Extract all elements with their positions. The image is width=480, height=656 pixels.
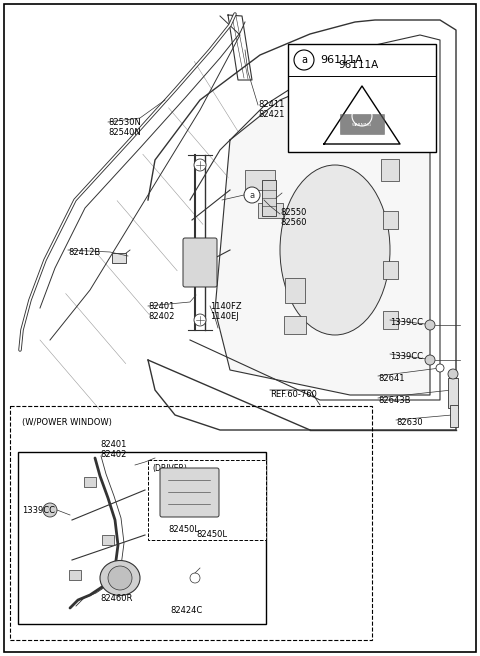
Text: 82630: 82630	[396, 418, 422, 427]
Bar	[285, 277, 305, 302]
Bar	[448, 378, 458, 408]
Circle shape	[436, 364, 444, 372]
Circle shape	[244, 187, 260, 203]
Bar	[340, 114, 384, 134]
Bar	[262, 180, 276, 216]
Circle shape	[425, 320, 435, 330]
Text: 1339CC: 1339CC	[22, 506, 55, 515]
Text: 82530N
82540N: 82530N 82540N	[108, 118, 141, 137]
Text: a: a	[301, 55, 307, 65]
Bar	[102, 535, 114, 545]
Text: (DRIVER): (DRIVER)	[152, 464, 187, 472]
FancyBboxPatch shape	[160, 468, 219, 517]
Text: 82411
82421: 82411 82421	[258, 100, 284, 119]
Bar	[18, 452, 266, 624]
Bar	[383, 211, 397, 229]
FancyBboxPatch shape	[183, 238, 217, 287]
Text: 82643B: 82643B	[378, 396, 410, 405]
Text: 96111A: 96111A	[338, 60, 378, 70]
Text: 82401
82402: 82401 82402	[148, 302, 174, 321]
Circle shape	[194, 314, 206, 326]
Text: 96111A: 96111A	[320, 55, 363, 65]
Bar	[245, 170, 275, 190]
Bar	[10, 406, 372, 640]
Text: 1140FZ
1140EJ: 1140FZ 1140EJ	[210, 302, 241, 321]
Bar	[288, 44, 436, 152]
Circle shape	[108, 566, 132, 590]
Bar	[148, 460, 266, 540]
Bar	[383, 311, 397, 329]
Text: 82450L: 82450L	[196, 530, 227, 539]
Circle shape	[190, 573, 200, 583]
Text: 1339CC: 1339CC	[390, 318, 423, 327]
Text: WARNING: WARNING	[352, 123, 372, 127]
Text: 82641: 82641	[378, 374, 405, 383]
Ellipse shape	[100, 560, 140, 596]
Circle shape	[294, 50, 314, 70]
Text: 82424C: 82424C	[170, 606, 202, 615]
Text: 82401
82402: 82401 82402	[100, 440, 126, 459]
Text: a: a	[250, 190, 254, 199]
Text: 82460R: 82460R	[100, 594, 132, 603]
Text: 82550
82560: 82550 82560	[280, 208, 307, 228]
Text: REF.60-760: REF.60-760	[270, 390, 317, 399]
Text: 82450L: 82450L	[168, 525, 199, 535]
Bar	[450, 405, 458, 427]
Polygon shape	[324, 86, 400, 144]
Bar	[381, 159, 399, 181]
Text: 82412B: 82412B	[68, 248, 100, 257]
Circle shape	[43, 503, 57, 517]
Text: (W/POWER WINDOW): (W/POWER WINDOW)	[22, 418, 112, 427]
Ellipse shape	[280, 165, 390, 335]
Text: 1339CC: 1339CC	[390, 352, 423, 361]
Bar	[112, 253, 126, 263]
Polygon shape	[215, 55, 430, 395]
Bar	[257, 203, 283, 218]
Bar	[69, 570, 81, 580]
Circle shape	[194, 159, 206, 171]
Bar	[284, 316, 306, 334]
Bar	[84, 477, 96, 487]
Circle shape	[425, 355, 435, 365]
Bar	[383, 261, 397, 279]
Circle shape	[448, 369, 458, 379]
